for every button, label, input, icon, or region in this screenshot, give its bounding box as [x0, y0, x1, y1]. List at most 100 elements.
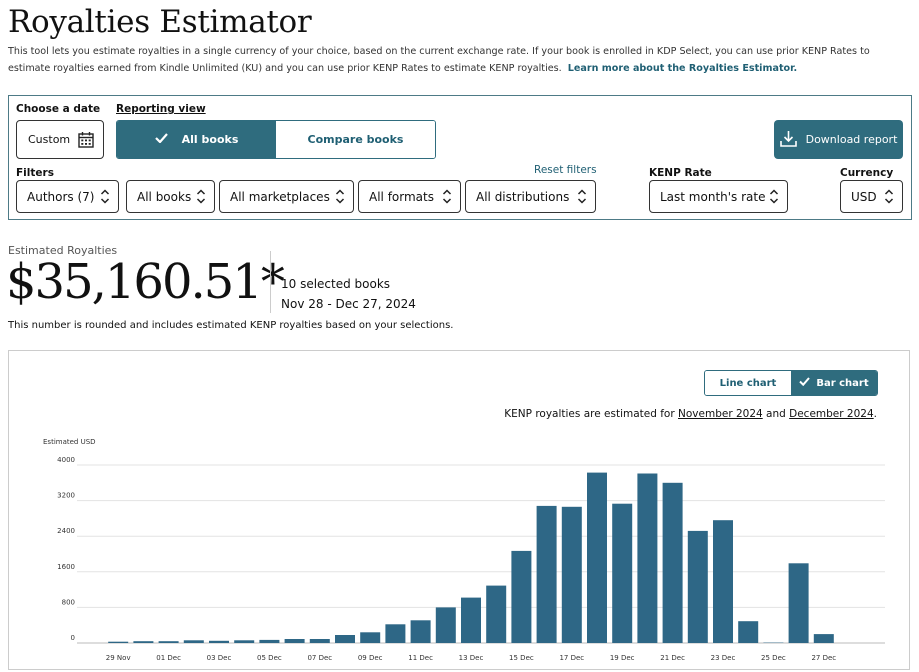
bar-dec-16[interactable]: [536, 505, 557, 643]
kenp-rate-select[interactable]: Last month's rate: [649, 180, 788, 213]
reporting-view-toggle: All books Compare books: [116, 120, 436, 159]
bar-dec-09[interactable]: [360, 632, 381, 643]
bar-dec-14[interactable]: [486, 585, 507, 643]
bar-dec-20[interactable]: [637, 473, 658, 644]
bar-dec-05[interactable]: [259, 639, 280, 643]
x-tick-label: 07 Dec: [307, 654, 332, 662]
x-tick-label: 13 Dec: [459, 654, 484, 662]
formats-select[interactable]: All formats: [358, 180, 461, 213]
up-down-chevron-icon: [442, 189, 452, 207]
learn-more-link[interactable]: Learn more about the Royalties Estimator…: [567, 63, 798, 74]
y-tick-label: 2400: [57, 527, 75, 535]
page-title: Royalties Estimator: [8, 4, 312, 40]
reporting-view-label[interactable]: Reporting view: [116, 103, 206, 115]
bar-dec-07[interactable]: [309, 639, 330, 643]
x-tick-label: 27 Dec: [811, 654, 836, 662]
estimated-royalties-label: Estimated Royalties: [8, 244, 118, 257]
bar-dec-12[interactable]: [435, 607, 456, 643]
bar-dec-10[interactable]: [385, 624, 406, 643]
up-down-chevron-icon: [884, 189, 894, 207]
y-axis-title: Estimated USD: [43, 438, 96, 446]
tab-compare-books[interactable]: Compare books: [276, 121, 435, 158]
filter-panel: Choose a date Custom Reporting view All …: [8, 95, 912, 220]
selected-books-count: 10 selected books: [281, 277, 391, 291]
bar-dec-17[interactable]: [561, 506, 582, 643]
bar-dec-02[interactable]: [183, 640, 204, 643]
up-down-chevron-icon: [335, 189, 345, 207]
bar-dec-08[interactable]: [335, 635, 355, 643]
distributions-select[interactable]: All distributions: [465, 180, 596, 213]
distributions-value: All distributions: [476, 189, 570, 204]
tab-all-books-label: All books: [181, 133, 239, 146]
bar-dec-04[interactable]: [234, 640, 255, 643]
currency-select[interactable]: USD: [840, 180, 903, 213]
kenp-rate-label: KENP Rate: [649, 167, 712, 179]
books-select[interactable]: All books: [126, 180, 215, 213]
royalties-bar-chart: Estimated USD 0 800 1600 2400 3200 4000 29 Nov…: [43, 438, 885, 662]
x-tick-label: 19 Dec: [610, 654, 635, 662]
selected-date-range: Nov 28 - Dec 27, 2024: [281, 297, 416, 311]
bar-dec-03[interactable]: [209, 640, 229, 643]
authors-value: Authors (7): [27, 189, 95, 204]
royalties-amount: $35,160.51*: [6, 254, 285, 310]
rounding-note: This number is rounded and includes esti…: [8, 320, 454, 331]
date-picker-button[interactable]: Custom: [16, 120, 104, 159]
bar-dec-22[interactable]: [687, 530, 708, 643]
x-tick-label: 09 Dec: [358, 654, 383, 662]
bar-dec-11[interactable]: [410, 620, 431, 643]
x-tick-label: 15 Dec: [509, 654, 534, 662]
bar-chart-button[interactable]: Bar chart: [791, 371, 877, 395]
x-tick-label: 01 Dec: [156, 654, 181, 662]
kenp-rate-value: Last month's rate: [660, 189, 766, 204]
bar-dec-15[interactable]: [511, 550, 532, 643]
x-tick-label: 25 Dec: [761, 654, 786, 662]
bar-dec-24[interactable]: [738, 621, 759, 643]
bar-dec-18[interactable]: [587, 472, 607, 643]
bar-dec-21[interactable]: [662, 482, 683, 643]
up-down-chevron-icon: [769, 189, 779, 207]
bar-nov-29[interactable]: [108, 641, 129, 643]
marketplaces-value: All marketplaces: [230, 189, 330, 204]
download-icon: [779, 130, 797, 150]
filters-label: Filters: [16, 167, 54, 179]
kenp-note-suffix: .: [873, 408, 877, 420]
bar-dec-19[interactable]: [612, 503, 633, 643]
date-value: Custom: [28, 133, 71, 146]
y-tick-label: 4000: [57, 456, 75, 464]
up-down-chevron-icon: [577, 189, 587, 207]
bar-dec-13[interactable]: [461, 597, 481, 643]
marketplaces-select[interactable]: All marketplaces: [219, 180, 354, 213]
tab-all-books[interactable]: All books: [117, 121, 276, 158]
bar-dec-01[interactable]: [158, 641, 179, 643]
y-tick-label: 0: [71, 634, 75, 642]
checkmark-icon: [154, 133, 168, 146]
x-tick-label: 23 Dec: [711, 654, 736, 662]
authors-select[interactable]: Authors (7): [16, 180, 119, 213]
reset-filters-link[interactable]: Reset filters: [534, 164, 597, 176]
download-report-button[interactable]: Download report: [774, 120, 903, 159]
bar-dec-06[interactable]: [284, 639, 305, 643]
summary-divider: [270, 251, 271, 313]
chart-panel: Line chart Bar chart KENP royalties are …: [8, 350, 910, 670]
bar-nov-30[interactable]: [133, 641, 154, 643]
currency-label: Currency: [840, 167, 894, 179]
bar-dec-26[interactable]: [788, 563, 809, 643]
kenp-estimate-note: KENP royalties are estimated for Novembe…: [504, 408, 877, 420]
choose-date-label: Choose a date: [16, 103, 101, 115]
x-tick-label: 29 Nov: [106, 654, 131, 662]
up-down-chevron-icon: [196, 189, 206, 207]
kenp-month-link-1[interactable]: November 2024: [678, 408, 763, 420]
kenp-month-link-2[interactable]: December 2024: [789, 408, 874, 420]
books-value: All books: [137, 189, 192, 204]
bar-dec-27[interactable]: [813, 634, 834, 643]
intro-text: This tool lets you estimate royalties in…: [8, 46, 870, 74]
line-chart-button[interactable]: Line chart: [705, 371, 791, 395]
bar-chart-label: Bar chart: [816, 377, 869, 389]
download-report-label: Download report: [805, 133, 898, 146]
bar-dec-23[interactable]: [713, 520, 733, 643]
kenp-note-prefix: KENP royalties are estimated for: [504, 408, 679, 420]
up-down-chevron-icon: [100, 189, 110, 207]
page-intro: This tool lets you estimate royalties in…: [8, 43, 908, 77]
x-tick-label: 05 Dec: [257, 654, 282, 662]
x-tick-label: 17 Dec: [559, 654, 584, 662]
